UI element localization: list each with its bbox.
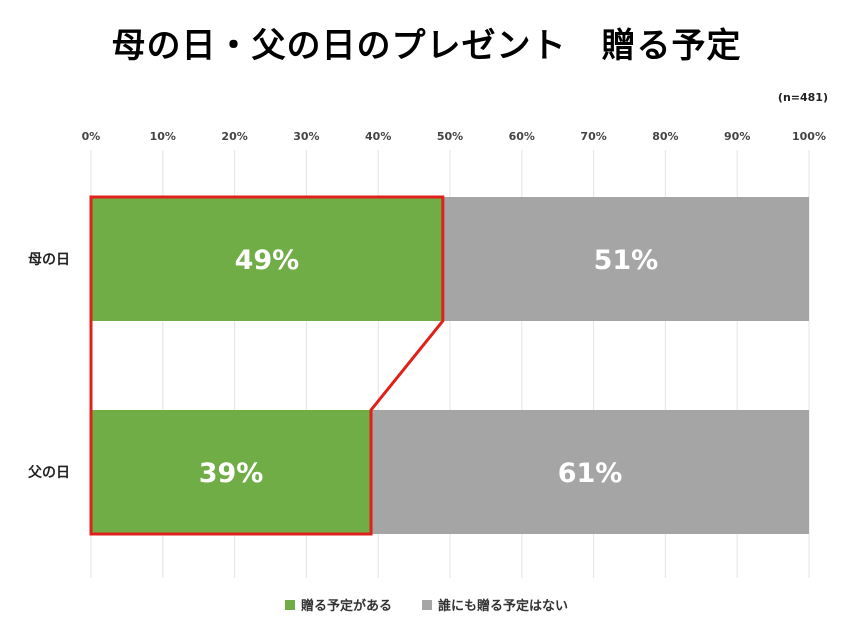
x-tick-label: 0% (82, 130, 101, 143)
bar-segment (442, 197, 809, 321)
bars (91, 197, 809, 534)
x-axis-ticks: 0% 10% 20% 30% 40% 50% 60% 70% 80% 90% 100% (82, 130, 826, 143)
bar-segment (91, 410, 372, 534)
sample-size-note: (n=481) (777, 91, 828, 104)
x-tick-label: 60% (509, 130, 535, 143)
category-label: 母の日 (28, 252, 70, 268)
x-tick-label: 70% (580, 130, 606, 143)
x-tick-label: 80% (652, 130, 678, 143)
x-tick-label: 90% (724, 130, 750, 143)
legend-label-not-give: 誰にも贈る予定はない (438, 599, 569, 614)
legend: 贈る予定がある 誰にも贈る予定はない (0, 595, 853, 614)
data-labels: 49% 51% 39% 61% (199, 245, 659, 489)
x-tick-label: 20% (221, 130, 247, 143)
chart-title: 母の日・父の日のプレゼント 贈る予定 (111, 26, 742, 66)
highlight-outline (89, 195, 445, 536)
legend-item-give: 贈る予定がある (284, 595, 392, 614)
bar-segment (91, 197, 443, 321)
x-tick-label: 40% (365, 130, 391, 143)
x-tick-label: 100% (792, 130, 826, 143)
legend-label-give: 贈る予定がある (300, 599, 392, 614)
bar-segment (371, 410, 809, 534)
legend-item-not-give: 誰にも贈る予定はない (422, 595, 568, 614)
highlight-outline-shape (89, 195, 445, 536)
data-label: 51% (594, 245, 659, 276)
legend-swatch-green (284, 599, 295, 610)
x-tick-label: 30% (293, 130, 319, 143)
data-label: 61% (558, 458, 623, 489)
data-label: 49% (235, 245, 300, 276)
category-label: 父の日 (27, 465, 70, 481)
x-tick-label: 10% (150, 130, 176, 143)
x-tick-label: 50% (437, 130, 463, 143)
data-label: 39% (199, 458, 264, 489)
legend-swatch-gray (422, 599, 432, 610)
